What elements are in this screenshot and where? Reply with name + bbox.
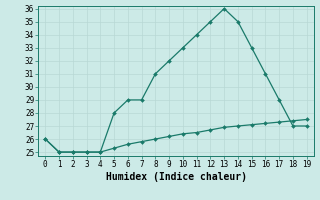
X-axis label: Humidex (Indice chaleur): Humidex (Indice chaleur) [106,172,246,182]
